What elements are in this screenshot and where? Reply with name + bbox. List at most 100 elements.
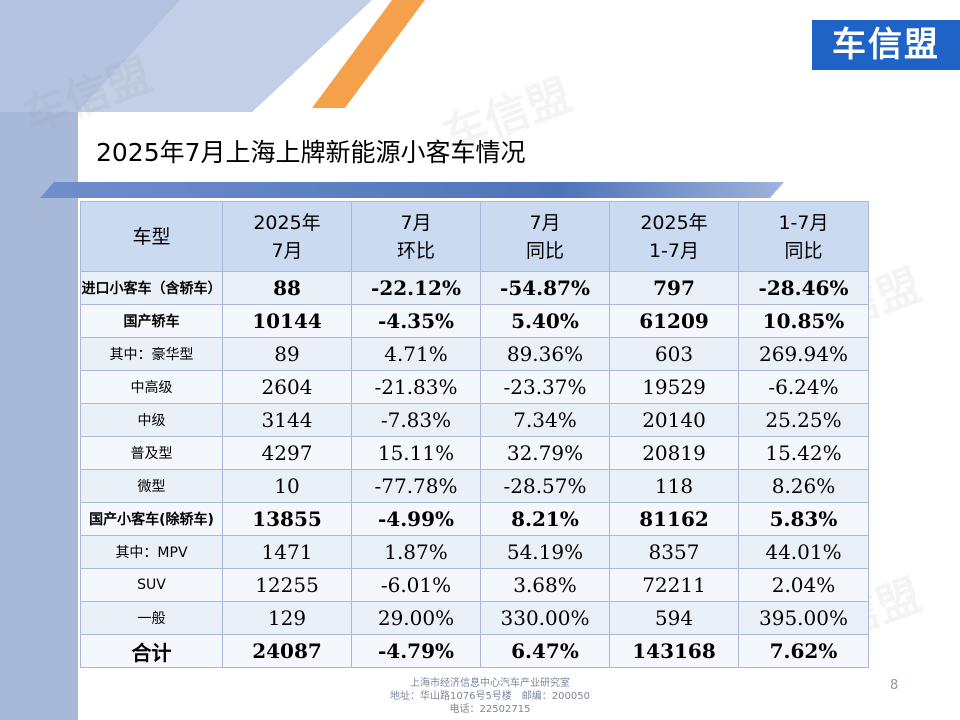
table-row: 普及型 4297 15.11% 32.79% 20819 15.42% (80, 436, 869, 470)
value-cell: 15.11% (351, 436, 481, 470)
value-cell: 5.40% (480, 304, 610, 338)
value-cell: 129 (222, 601, 352, 635)
vehicle-type-cell: 国产轿车 (80, 304, 223, 338)
value-cell: 1.87% (351, 535, 481, 569)
value-cell: 72211 (609, 568, 739, 602)
column-header: 7月 同比 (480, 201, 610, 272)
value-cell: 12255 (222, 568, 352, 602)
vehicle-type-cell: 合计 (80, 634, 223, 668)
value-cell: -77.78% (351, 469, 481, 503)
value-cell: 2604 (222, 370, 352, 404)
vehicle-type-cell: 微型 (80, 469, 223, 503)
footer-phone: 电话：22502715 (449, 704, 531, 715)
table-body: 进口小客车（含轿车） 88 -22.12% -54.87% 797 -28.46% 国产轿车… (80, 271, 869, 668)
value-cell: 6.47% (480, 634, 610, 668)
vehicle-type-cell: 中级 (80, 403, 223, 437)
column-header-line: 1-7月 (778, 211, 829, 234)
value-cell: 7.62% (738, 634, 869, 668)
value-cell: 3144 (222, 403, 352, 437)
value-cell: 594 (609, 601, 739, 635)
vehicle-type-cell: 其中：豪华型 (80, 337, 223, 371)
column-header-line: 7月 (271, 239, 303, 262)
value-cell: 44.01% (738, 535, 869, 569)
value-cell: 88 (222, 271, 352, 305)
value-cell: 3.68% (480, 568, 610, 602)
value-cell: 54.19% (480, 535, 610, 569)
footer-address: 地址：华山路1076号5号楼 邮编：200050 (390, 691, 590, 702)
brand-logo: 车信盟 (812, 20, 960, 70)
value-cell: 15.42% (738, 436, 869, 470)
vehicle-type-cell: 其中：MPV (80, 535, 223, 569)
value-cell: -7.83% (351, 403, 481, 437)
value-cell: -4.99% (351, 502, 481, 536)
value-cell: -6.01% (351, 568, 481, 602)
corner-dark-shape (0, 0, 180, 112)
page-number: 8 (890, 678, 899, 693)
vehicle-type-cell: 进口小客车（含轿车） (80, 271, 223, 305)
value-cell: 10.85% (738, 304, 869, 338)
table-row: 微型 10 -77.78% -28.57% 118 8.26% (80, 469, 869, 503)
column-header-line: 车型 (132, 225, 171, 248)
value-cell: 8.21% (480, 502, 610, 536)
value-cell: 1471 (222, 535, 352, 569)
column-header-line: 2025年 (640, 211, 708, 234)
value-cell: -54.87% (480, 271, 610, 305)
vehicle-type-cell: SUV (80, 568, 223, 602)
column-header: 2025年 7月 (222, 201, 352, 272)
value-cell: 10144 (222, 304, 352, 338)
white-stripe (345, 0, 440, 108)
table-row: 合计 24087 -4.79% 6.47% 143168 7.62% (80, 634, 869, 668)
vehicle-type-cell: 一般 (80, 601, 223, 635)
value-cell: 10 (222, 469, 352, 503)
value-cell: 25.25% (738, 403, 869, 437)
value-cell: -23.37% (480, 370, 610, 404)
value-cell: -22.12% (351, 271, 481, 305)
ev-registration-table: 车型 2025年 7月 7月 环比 7月 同比 2025年 1-7月 1-7月 同比 进口小客车（含… (80, 201, 869, 668)
value-cell: 32.79% (480, 436, 610, 470)
vehicle-type-cell: 中高级 (80, 370, 223, 404)
value-cell: 81162 (609, 502, 739, 536)
value-cell: 2.04% (738, 568, 869, 602)
value-cell: 8.26% (738, 469, 869, 503)
value-cell: 395.00% (738, 601, 869, 635)
column-header: 2025年 1-7月 (609, 201, 739, 272)
value-cell: 20819 (609, 436, 739, 470)
value-cell: 89.36% (480, 337, 610, 371)
column-header-line: 同比 (525, 239, 564, 262)
table-row: 中级 3144 -7.83% 7.34% 20140 25.25% (80, 403, 869, 437)
value-cell: 29.00% (351, 601, 481, 635)
table-row: 进口小客车（含轿车） 88 -22.12% -54.87% 797 -28.46% (80, 271, 869, 305)
table-header-row: 车型 2025年 7月 7月 环比 7月 同比 2025年 1-7月 1-7月 同比 (80, 201, 869, 272)
value-cell: 20140 (609, 403, 739, 437)
vehicle-type-cell: 普及型 (80, 436, 223, 470)
value-cell: 269.94% (738, 337, 869, 371)
column-header-line: 同比 (784, 239, 823, 262)
value-cell: -4.79% (351, 634, 481, 668)
orange-stripe (312, 0, 425, 108)
value-cell: 4297 (222, 436, 352, 470)
value-cell: 24087 (222, 634, 352, 668)
table-row: SUV 12255 -6.01% 3.68% 72211 2.04% (80, 568, 869, 602)
vehicle-type-cell: 国产小客车(除轿车) (80, 502, 223, 536)
footer-info: 上海市经济信息中心汽车产业研究室 地址：华山路1076号5号楼 邮编：20005… (360, 677, 620, 716)
column-header-line: 2025年 (253, 211, 321, 234)
value-cell: 61209 (609, 304, 739, 338)
value-cell: 8357 (609, 535, 739, 569)
value-cell: 4.71% (351, 337, 481, 371)
value-cell: 603 (609, 337, 739, 371)
value-cell: 5.83% (738, 502, 869, 536)
table-row: 国产小客车(除轿车) 13855 -4.99% 8.21% 81162 5.83% (80, 502, 869, 536)
value-cell: -28.46% (738, 271, 869, 305)
column-header: 1-7月同比 (738, 201, 869, 272)
value-cell: 330.00% (480, 601, 610, 635)
table-row: 中高级 2604 -21.83% -23.37% 19529 -6.24% (80, 370, 869, 404)
column-header-line: 7月 (400, 211, 432, 234)
column-header-line: 1-7月 (648, 239, 700, 262)
table-row: 其中：豪华型 89 4.71% 89.36% 603 269.94% (80, 337, 869, 371)
value-cell: 19529 (609, 370, 739, 404)
column-header-line: 环比 (396, 239, 435, 262)
value-cell: 7.34% (480, 403, 610, 437)
value-cell: -4.35% (351, 304, 481, 338)
table-row: 国产轿车 10144 -4.35% 5.40% 61209 10.85% (80, 304, 869, 338)
